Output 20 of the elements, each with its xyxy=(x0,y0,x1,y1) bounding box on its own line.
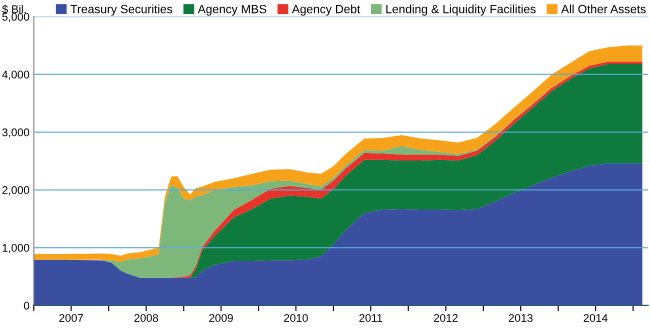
legend-label: All Other Assets xyxy=(561,4,646,14)
x-tick-label: 2010 xyxy=(284,314,308,322)
x-tick-label: 2008 xyxy=(134,314,158,322)
x-tick-label: 2007 xyxy=(59,314,83,322)
x-tick-label: 2014 xyxy=(584,314,608,322)
legend-label: Agency MBS xyxy=(198,4,266,16)
x-tick-label: 2012 xyxy=(434,314,458,322)
x-tick-label: 2009 xyxy=(209,314,233,322)
y-tick-label: 2,000 xyxy=(2,186,30,196)
y-tick-label: 0 xyxy=(24,302,30,310)
y-tick-label: 1,000 xyxy=(2,244,30,254)
legend-label: Lending & Liquidity Facilities xyxy=(386,4,536,16)
y-tick-label: 5,000 xyxy=(2,12,30,22)
y-axis-title: $ Bil. xyxy=(2,4,26,14)
legend-label: Treasury Securities xyxy=(70,4,172,16)
y-tick-label: 4,000 xyxy=(2,70,30,80)
y-tick-label: 3,000 xyxy=(2,128,30,138)
legend-label: Agency Debt xyxy=(292,4,360,16)
x-tick-label: 2011 xyxy=(359,314,382,322)
x-tick-label: 2013 xyxy=(508,314,533,322)
